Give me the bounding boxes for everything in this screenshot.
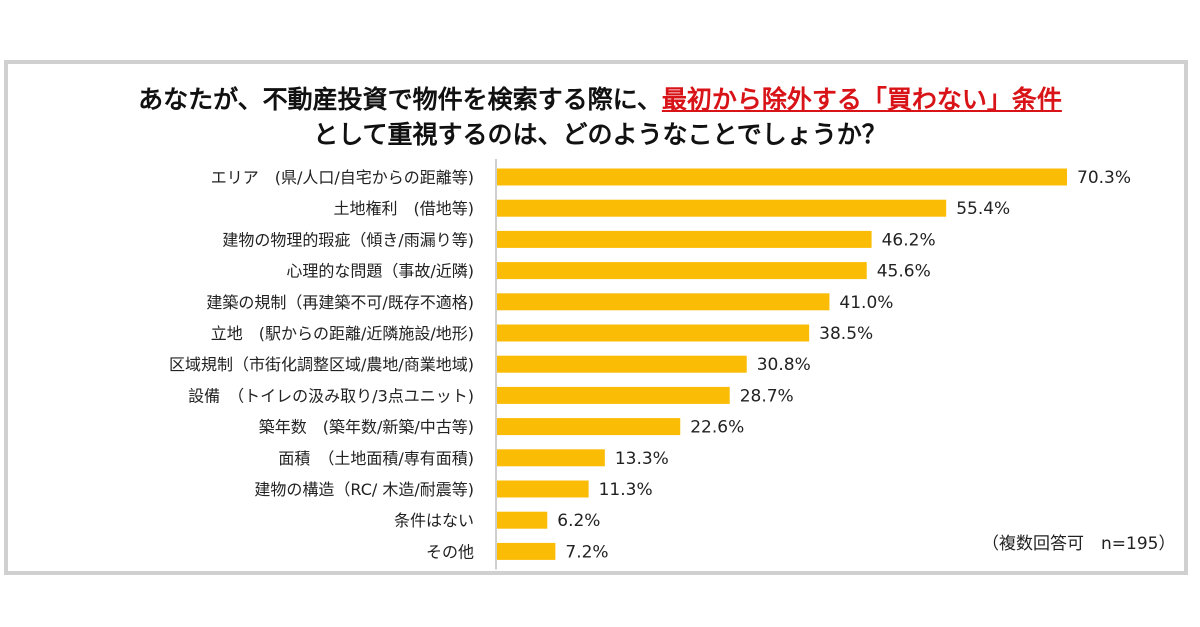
sample-note: （複数回答可 n=195） <box>982 534 1176 554</box>
bar <box>497 449 605 467</box>
value-label: 55.4% <box>956 199 1010 219</box>
category-label: 面積 （土地面積/専有面積) <box>278 449 474 468</box>
category-label: 心理的な問題（事故/近隣) <box>286 262 474 281</box>
title-line-1: あなたが、不動産投資で物件を検索する際に、最初から除外する「買わない」条件 <box>8 82 1192 117</box>
category-label: 建築の規制（再建築不可/既存不適格) <box>206 293 474 312</box>
category-label: 条件はない <box>394 511 474 530</box>
chart-frame: あなたが、不動産投資で物件を検索する際に、最初から除外する「買わない」条件 とし… <box>4 60 1188 575</box>
value-label: 11.3% <box>599 480 653 500</box>
title-line-2: として重視するのは、どのようなことでしょうか？ <box>313 120 887 149</box>
value-label: 46.2% <box>882 230 936 250</box>
bar <box>497 230 872 248</box>
bar <box>497 480 589 498</box>
bar <box>497 511 548 529</box>
title-line-1-text: あなたが、不動産投資で物件を検索する際に、 <box>138 85 662 114</box>
value-label: 28.7% <box>740 386 794 406</box>
value-label: 70.3% <box>1077 168 1131 188</box>
bar <box>497 324 810 342</box>
value-label: 45.6% <box>877 262 931 282</box>
value-label: 41.0% <box>839 293 893 313</box>
category-label: 築年数 (築年数/新築/中古等) <box>259 418 474 437</box>
category-label: 設備 （トイレの汲み取り/3点ユニット) <box>188 386 474 405</box>
category-label: エリア (県/人口/自宅からの距離等) <box>211 168 474 187</box>
category-label: 区域規制（市街化調整区域/農地/商業地域) <box>169 355 474 374</box>
category-label: その他 <box>426 542 474 561</box>
bar <box>497 168 1067 186</box>
value-label: 22.6% <box>690 418 744 438</box>
category-label: 建物の物理的瑕疵（傾き/雨漏り等) <box>222 230 474 249</box>
bar <box>497 355 747 373</box>
bar-chart: エリア (県/人口/自宅からの距離等) 70.3% 土地権利 (借地等) 55.4% 建… <box>169 159 1131 570</box>
category-label: 立地 (駅からの距離/近隣施設/地形) <box>211 324 474 343</box>
value-label: 38.5% <box>819 324 873 344</box>
chart-title: あなたが、不動産投資で物件を検索する際に、最初から除外する「買わない」条件 とし… <box>8 82 1192 152</box>
value-label: 7.2% <box>565 542 608 562</box>
bar <box>497 418 681 436</box>
value-label: 30.8% <box>757 355 811 375</box>
category-label: 土地権利 (借地等) <box>334 199 475 218</box>
bar <box>497 293 830 311</box>
bar <box>497 262 867 280</box>
category-label: 建物の構造（RC/ 木造/耐震等) <box>254 480 474 499</box>
bar <box>497 386 730 404</box>
title-highlight: 最初から除外する「買わない」条件 <box>661 85 1062 114</box>
value-label: 13.3% <box>615 449 669 469</box>
bar <box>497 199 947 217</box>
value-label: 6.2% <box>557 511 600 531</box>
bar <box>497 542 556 560</box>
